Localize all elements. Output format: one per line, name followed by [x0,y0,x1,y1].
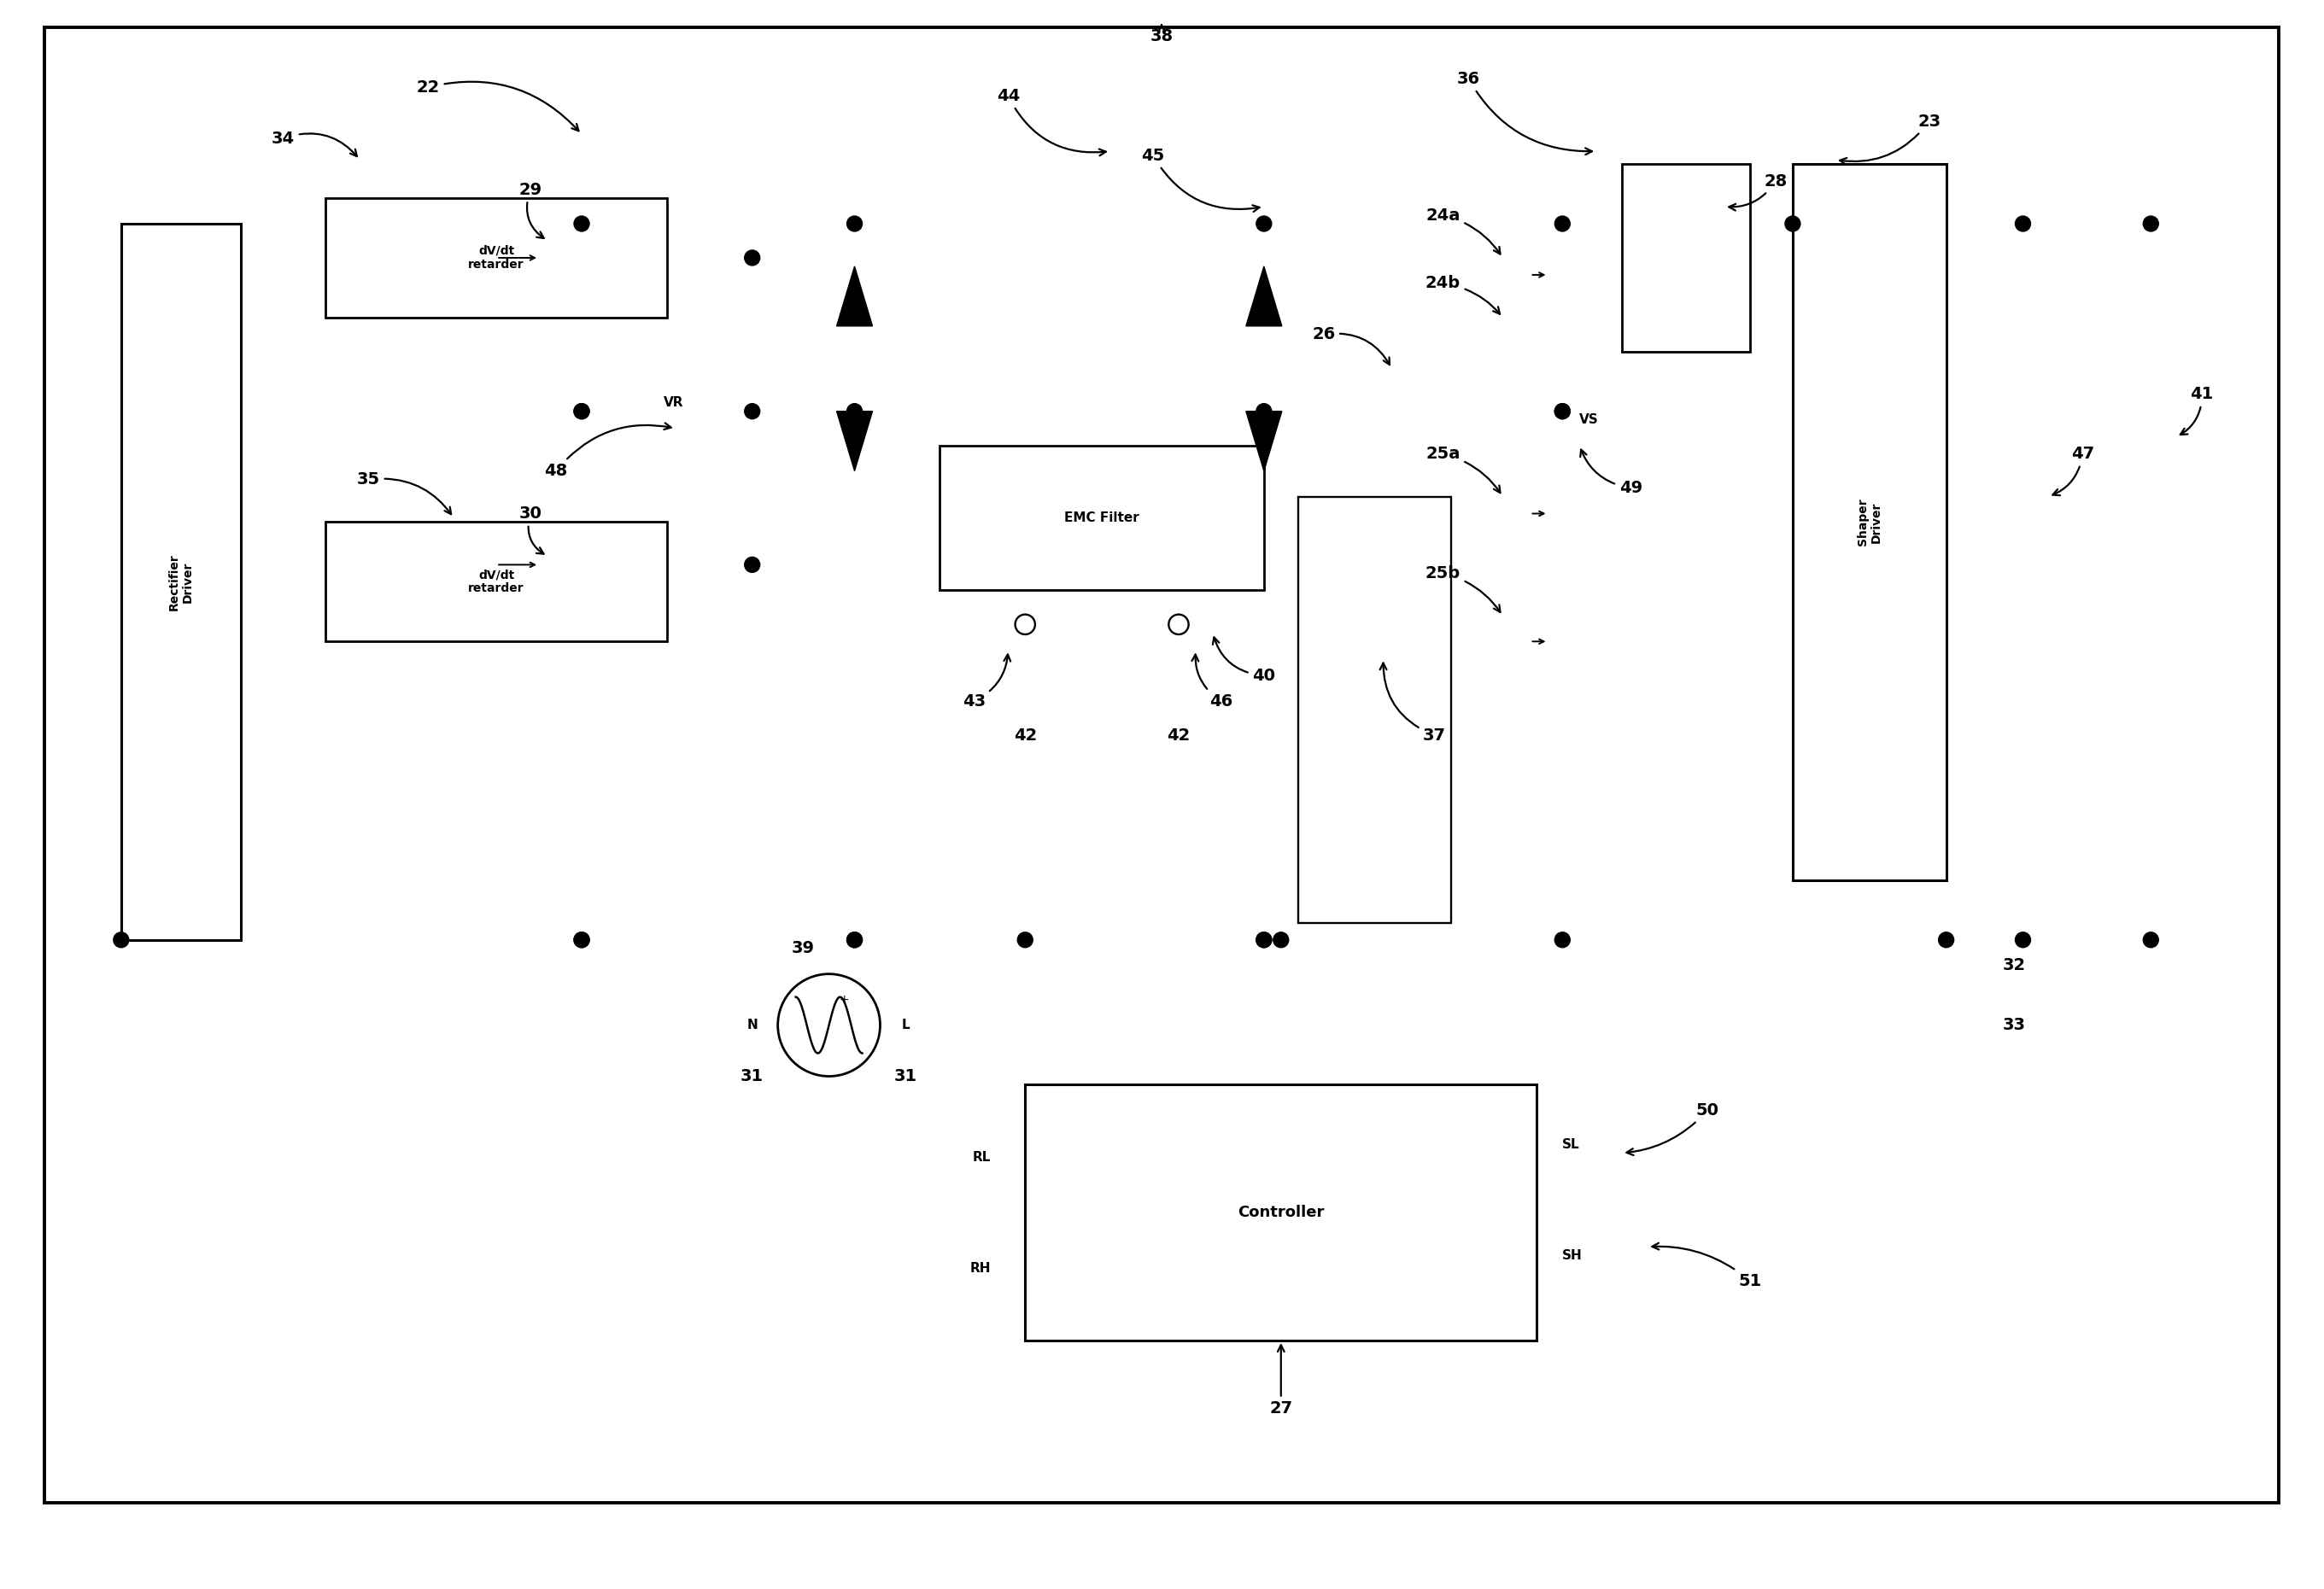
Circle shape [114,933,128,947]
Circle shape [1555,933,1571,947]
Text: 49: 49 [1580,450,1643,496]
Text: Rectifier
Driver: Rectifier Driver [167,553,193,610]
Text: 31: 31 [895,1068,918,1084]
Circle shape [1257,933,1271,947]
Bar [86,62,2245,1468]
Polygon shape [837,412,872,470]
Text: 51: 51 [1652,1243,1762,1289]
Bar [1520,156,1836,582]
Circle shape [1555,404,1571,419]
Circle shape [574,404,590,419]
Text: 30: 30 [518,505,544,555]
Text: 27: 27 [1269,1344,1292,1417]
Text: 50: 50 [1627,1103,1720,1155]
Bar [939,445,1264,590]
Text: 23: 23 [1841,113,1941,165]
Text: 39: 39 [792,941,816,957]
Text: 38: 38 [1150,25,1174,44]
Circle shape [1785,216,1801,232]
Circle shape [1555,404,1571,419]
Text: 26: 26 [1313,326,1390,365]
Bar [1792,164,1945,880]
Text: 24a: 24a [1425,207,1501,254]
Text: dV/dt
retarder: dV/dt retarder [469,245,525,270]
Circle shape [2143,933,2159,947]
Circle shape [1938,933,1954,947]
Circle shape [574,216,590,232]
Circle shape [2143,216,2159,232]
Bar [753,156,1452,650]
Text: L: L [902,1019,909,1031]
Circle shape [744,404,760,419]
Circle shape [574,933,590,947]
Circle shape [1257,404,1271,419]
Circle shape [1257,216,1271,232]
Polygon shape [1246,412,1283,470]
Bar [325,199,667,318]
Text: 48: 48 [544,423,672,478]
Text: VR: VR [665,396,683,408]
Circle shape [1018,933,1032,947]
Bar [239,156,769,667]
Text: 25a: 25a [1425,447,1501,493]
Bar [1025,1085,1536,1341]
Text: 28: 28 [1729,173,1787,210]
Text: EMC Filter: EMC Filter [1064,512,1139,524]
Text: RH: RH [969,1262,990,1274]
Text: dV/dt
retarder: dV/dt retarder [469,569,525,594]
Text: 32: 32 [2003,957,2027,974]
Text: 34: 34 [272,130,358,156]
Text: 31: 31 [741,1068,765,1084]
Text: 47: 47 [2052,447,2094,496]
Text: SL: SL [1562,1138,1580,1150]
Circle shape [846,216,862,232]
Text: SH: SH [1562,1249,1583,1262]
Circle shape [2015,216,2031,232]
Circle shape [846,933,862,947]
Bar [121,224,239,939]
Polygon shape [837,267,872,326]
Bar [1299,496,1452,923]
Circle shape [846,933,862,947]
Circle shape [846,404,862,419]
Text: 24b: 24b [1425,275,1499,315]
Text: +: + [839,993,848,1006]
Text: 42: 42 [1013,728,1037,744]
Text: 43: 43 [962,655,1011,709]
Text: 37: 37 [1380,663,1446,744]
Bar [325,523,667,642]
Text: 44: 44 [997,87,1106,156]
Circle shape [744,249,760,265]
Text: 46: 46 [1192,655,1234,709]
Text: 29: 29 [518,181,544,238]
Circle shape [744,558,760,572]
Text: 41: 41 [2180,386,2215,435]
Circle shape [1555,216,1571,232]
Circle shape [2015,933,2031,947]
Circle shape [1257,933,1271,947]
Text: 33: 33 [2003,1017,2027,1033]
Text: 42: 42 [1167,728,1190,744]
Circle shape [574,933,590,947]
Text: RL: RL [974,1150,990,1163]
Text: 40: 40 [1213,637,1276,683]
Bar [1622,164,1750,351]
Text: Controller: Controller [1239,1204,1325,1220]
Text: N: N [746,1019,758,1031]
Text: 36: 36 [1457,70,1592,154]
Text: Shaper
Driver: Shaper Driver [1857,499,1882,547]
Text: VS: VS [1580,413,1599,426]
Circle shape [574,404,590,419]
Text: 22: 22 [416,79,579,130]
Polygon shape [1246,267,1283,326]
Text: 25b: 25b [1425,566,1501,612]
Text: 45: 45 [1141,148,1260,211]
Circle shape [1274,933,1287,947]
Text: 35: 35 [358,472,451,515]
